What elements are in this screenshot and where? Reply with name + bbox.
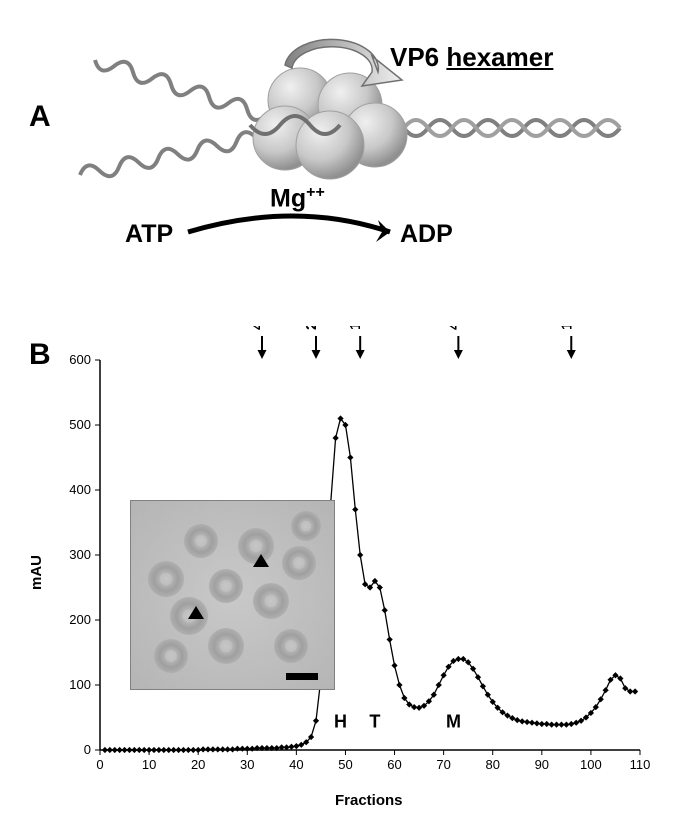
svg-text:500: 500 bbox=[69, 417, 91, 432]
cofactor-base: Mg bbox=[270, 184, 306, 212]
svg-text:110: 110 bbox=[630, 757, 651, 772]
svg-text:200: 200 bbox=[69, 612, 91, 627]
svg-text:40: 40 bbox=[289, 757, 303, 772]
adp-label: ADP bbox=[400, 220, 453, 249]
em-micrograph-inset bbox=[130, 500, 335, 690]
svg-text:20: 20 bbox=[191, 757, 205, 772]
x-axis-label: Fractions bbox=[335, 792, 403, 809]
svg-text:80: 80 bbox=[485, 757, 499, 772]
svg-text:90: 90 bbox=[535, 757, 549, 772]
svg-text:300: 300 bbox=[69, 547, 91, 562]
y-axis-label: mAU bbox=[28, 555, 45, 590]
svg-text:100: 100 bbox=[69, 677, 91, 692]
cofactor-label: Mg++ bbox=[270, 184, 325, 213]
svg-text:440kDa: 440kDa bbox=[249, 326, 266, 330]
svg-text:60: 60 bbox=[387, 757, 401, 772]
svg-text:158kDa: 158kDa bbox=[347, 326, 364, 330]
svg-text:10: 10 bbox=[142, 757, 156, 772]
svg-text:17kDa: 17kDa bbox=[558, 326, 575, 330]
svg-text:M: M bbox=[446, 711, 461, 731]
svg-text:400: 400 bbox=[69, 482, 91, 497]
cofactor-charge: ++ bbox=[306, 184, 325, 201]
hexamer-label-underlined: hexamer bbox=[446, 42, 553, 72]
svg-text:50: 50 bbox=[338, 757, 352, 772]
svg-text:232kDa: 232kDa bbox=[303, 326, 320, 330]
atp-label: ATP bbox=[125, 220, 173, 249]
panel-a-schematic bbox=[0, 0, 682, 280]
svg-text:600: 600 bbox=[69, 352, 91, 367]
svg-text:70: 70 bbox=[436, 757, 450, 772]
svg-text:0: 0 bbox=[84, 742, 91, 757]
svg-text:0: 0 bbox=[96, 757, 103, 772]
svg-text:100: 100 bbox=[580, 757, 602, 772]
svg-text:H: H bbox=[334, 711, 347, 731]
hexamer-label-prefix: VP6 bbox=[390, 42, 446, 72]
svg-text:T: T bbox=[369, 711, 380, 731]
chromatogram-chart: 0 100 200 300 400 500 600 0 10 20 30 40 50 60 70 80 90 10… bbox=[0, 326, 682, 826]
svg-text:43kDa: 43kDa bbox=[445, 326, 462, 330]
svg-text:30: 30 bbox=[240, 757, 254, 772]
hexamer-label: VP6 hexamer bbox=[390, 42, 553, 73]
